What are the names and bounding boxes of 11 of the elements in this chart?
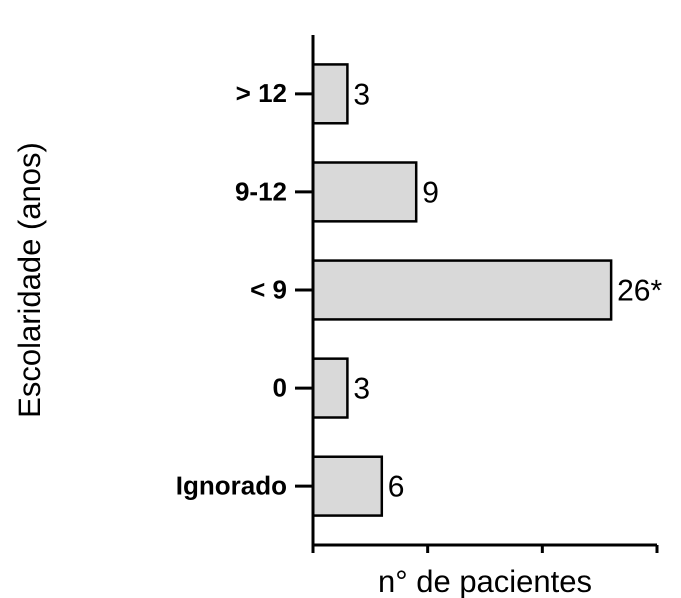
data-label: 3 <box>353 372 370 406</box>
data-label: 6 <box>388 470 404 504</box>
y-axis-title: Escolaridade (anos) <box>12 142 47 418</box>
y-tick-label: 0 <box>272 372 287 402</box>
y-tick-label: > 12 <box>236 78 287 108</box>
data-label: 3 <box>353 78 370 112</box>
y-tick-label: Ignorado <box>176 470 287 500</box>
data-label: 9 <box>422 176 439 210</box>
y-tick-label: 9-12 <box>234 176 287 206</box>
data-label: 26* <box>617 274 663 308</box>
y-tick-label: < 9 <box>250 274 287 304</box>
